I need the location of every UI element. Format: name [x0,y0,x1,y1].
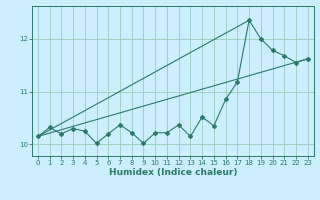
X-axis label: Humidex (Indice chaleur): Humidex (Indice chaleur) [108,168,237,177]
